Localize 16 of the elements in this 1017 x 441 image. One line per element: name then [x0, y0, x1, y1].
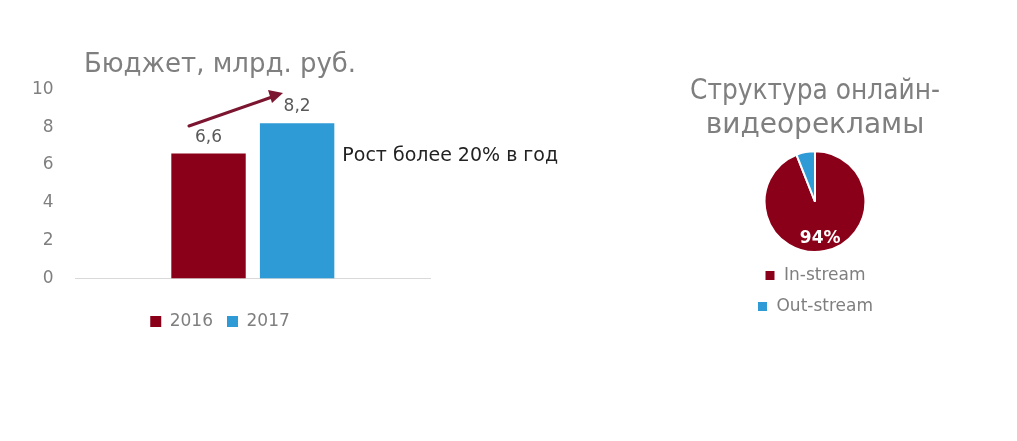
legend-label: 2017 — [246, 309, 290, 330]
y-tick-label: 2 — [42, 229, 54, 250]
legend-label: In-stream — [784, 263, 866, 284]
legend-label: Out-stream — [776, 294, 874, 315]
y-tick-label: 4 — [42, 191, 54, 212]
y-tick-label: 8 — [42, 115, 54, 136]
y-tick-label: 6 — [42, 153, 54, 174]
data-label: 6,6 — [195, 125, 223, 146]
chart-title: Структура онлайн-видеорекламы — [690, 72, 940, 140]
y-tick-label: 10 — [31, 77, 54, 98]
data-label: 94% — [799, 227, 841, 248]
legend-label: 2016 — [169, 309, 213, 330]
chart-title: Бюджет, млрд. руб. — [83, 48, 357, 79]
y-tick-label: 0 — [42, 267, 54, 288]
data-label: 8,2 — [283, 95, 311, 116]
annotation: Рост более 20% в год — [342, 143, 559, 166]
